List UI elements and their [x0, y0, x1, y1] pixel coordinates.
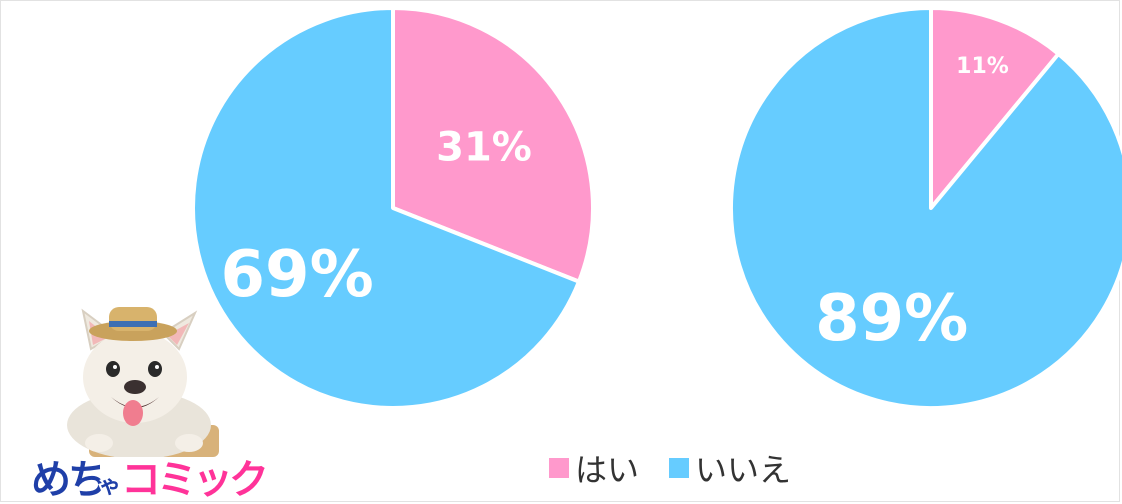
legend-item-no: いいえ [669, 445, 791, 491]
pie-left-label-no: 69% [221, 238, 374, 312]
pie-right-slice-yes [929, 6, 1061, 210]
pie-right-label-no: 89% [815, 282, 968, 356]
pie-chart-right: 11% 89% [729, 6, 1122, 410]
pie-right-label-yes: 11% [956, 54, 1009, 79]
pie-left-slice-no [191, 6, 581, 410]
legend: はい いいえ [549, 445, 791, 491]
legend-swatch-no [669, 458, 690, 478]
svg-text:コミック: コミック [121, 457, 265, 503]
pie-chart-left: 31% 69% [191, 6, 595, 410]
mechacomic-logo: めち ゃ コミック [29, 455, 272, 504]
svg-text:めち: めち [31, 457, 105, 503]
svg-text:ゃ: ゃ [99, 474, 121, 499]
legend-label-yes: はい [575, 451, 640, 489]
dog-mascot-icon [67, 307, 219, 457]
pie-left-label-yes: 31% [436, 125, 532, 171]
legend-swatch-yes [549, 458, 569, 478]
pie-left-slice-yes [391, 6, 595, 284]
legend-item-yes: はい [549, 445, 639, 491]
legend-label-no: いいえ [695, 451, 792, 489]
pie-right-slice-no [729, 6, 1122, 410]
